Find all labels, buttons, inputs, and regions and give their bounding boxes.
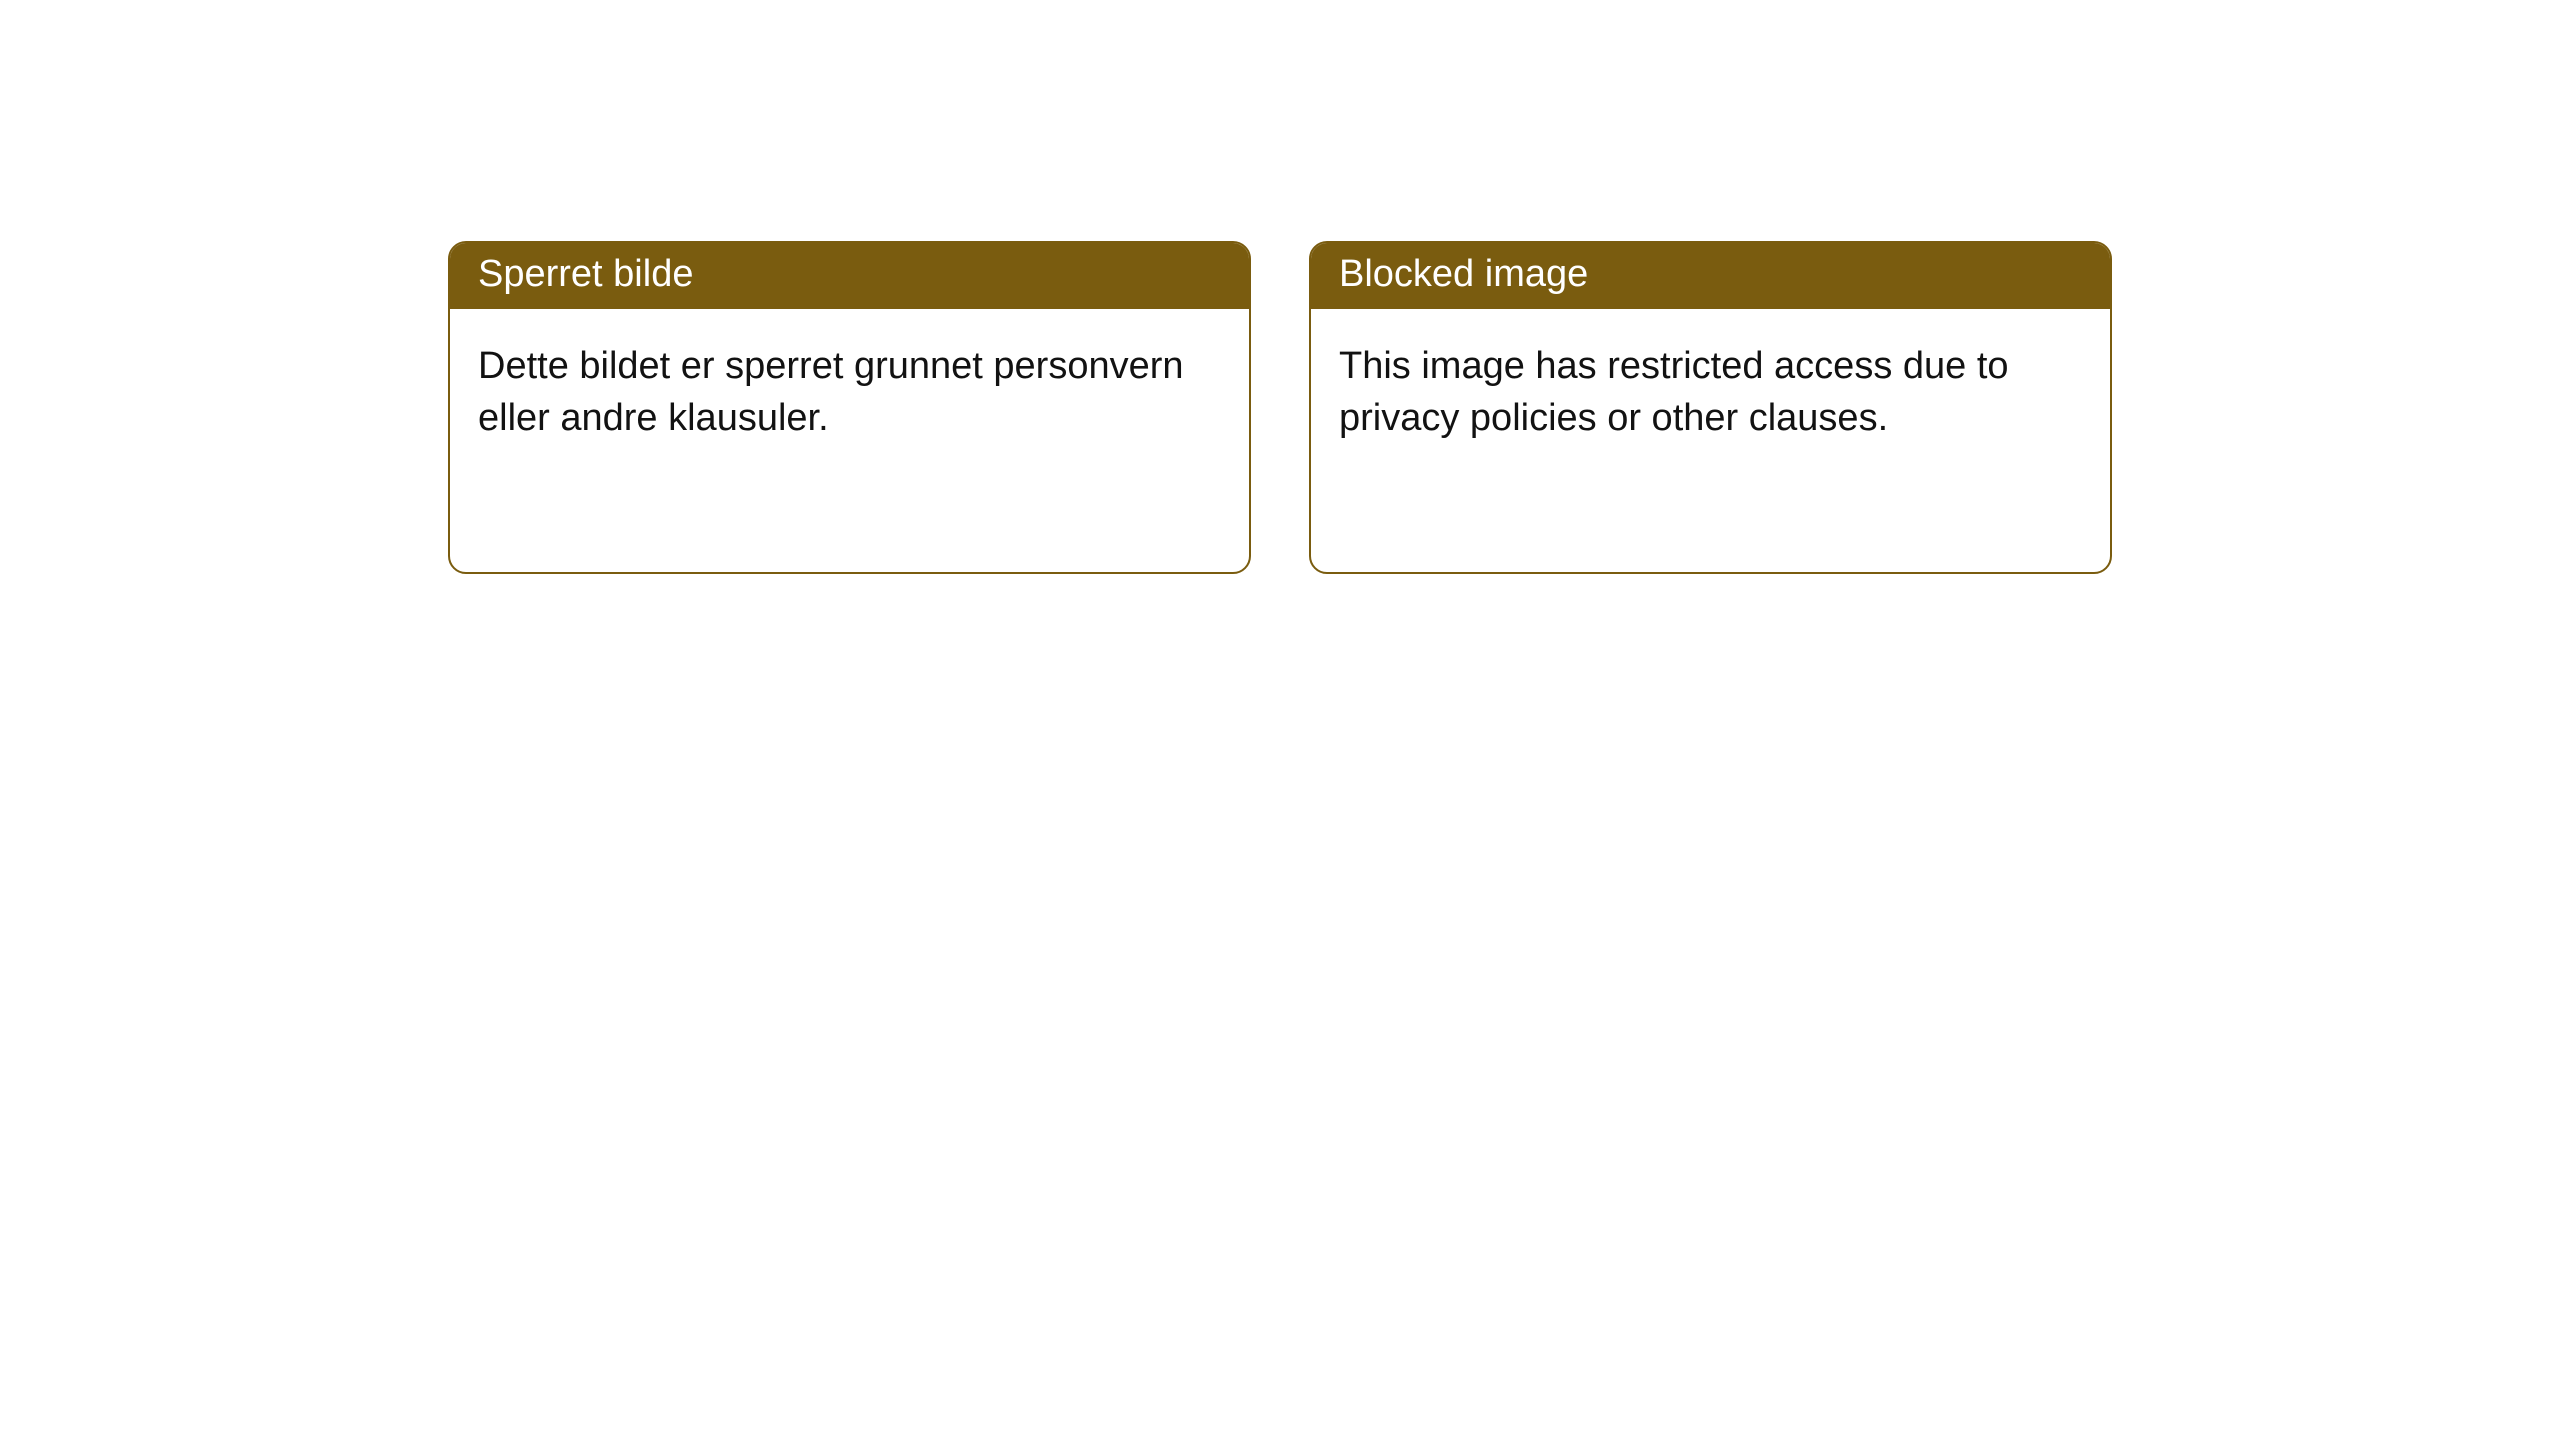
card-header-english: Blocked image [1311, 243, 2110, 309]
card-text-norwegian: Dette bildet er sperret grunnet personve… [478, 345, 1184, 439]
card-body-norwegian: Dette bildet er sperret grunnet personve… [450, 309, 1249, 475]
card-text-english: This image has restricted access due to … [1339, 345, 2009, 439]
notice-card-norwegian: Sperret bilde Dette bildet er sperret gr… [448, 241, 1251, 574]
notice-card-english: Blocked image This image has restricted … [1309, 241, 2112, 574]
notice-container: Sperret bilde Dette bildet er sperret gr… [0, 241, 2560, 574]
card-title-english: Blocked image [1339, 253, 1588, 295]
card-header-norwegian: Sperret bilde [450, 243, 1249, 309]
card-body-english: This image has restricted access due to … [1311, 309, 2110, 475]
card-title-norwegian: Sperret bilde [478, 253, 693, 295]
